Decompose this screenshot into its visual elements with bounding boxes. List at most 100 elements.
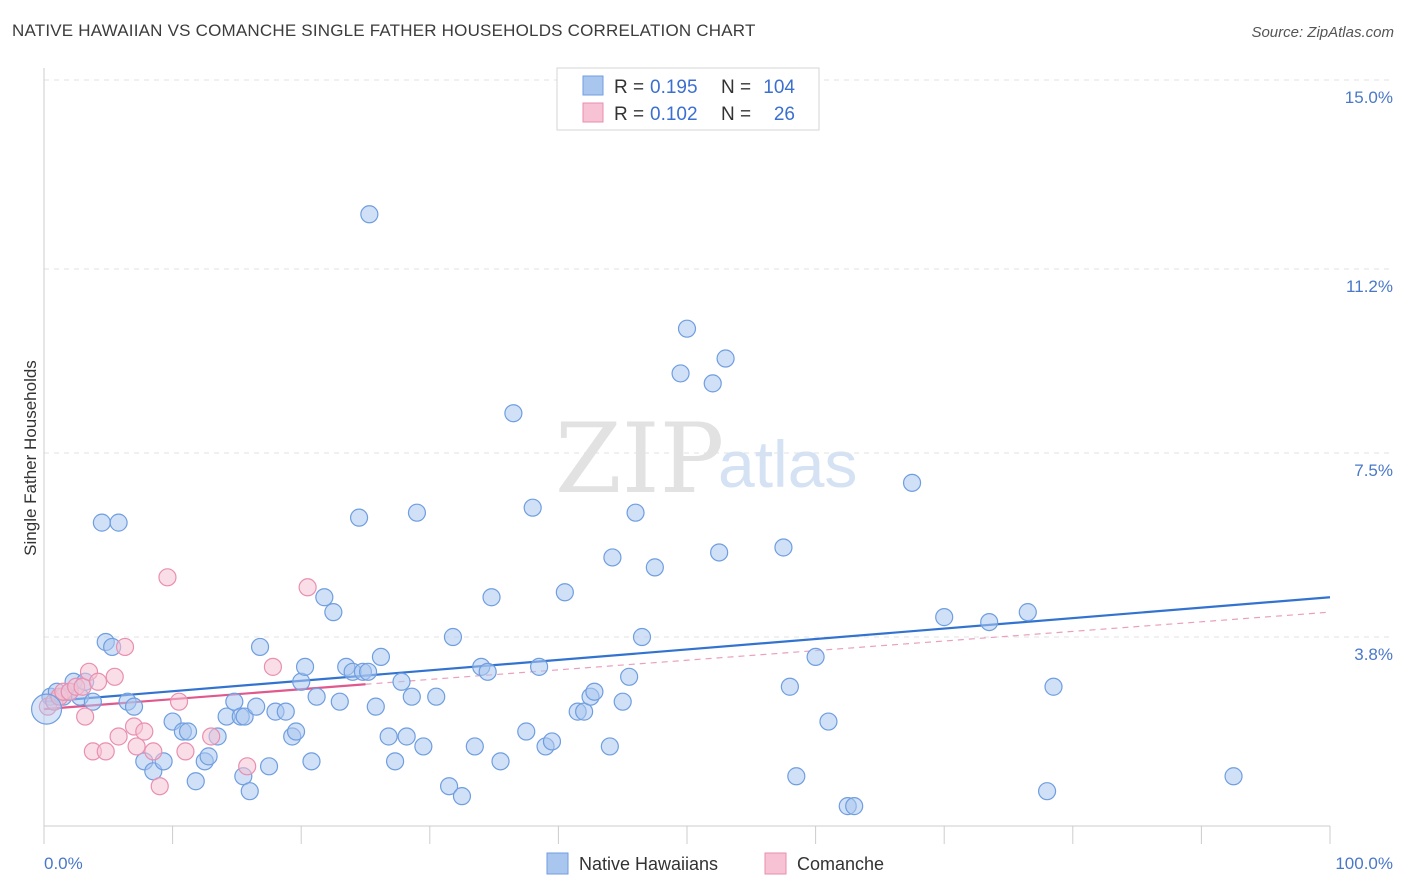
native-hawaiian-point [626,503,645,522]
series-legend: Native Hawaiians Comanche [546,852,884,875]
comanche-point [150,777,169,796]
native-hawaiian-point [671,364,690,383]
stats-legend: R = 0.195 N = 104 R = 0.102 N = 26 [556,67,820,131]
native-hawaiian-point [276,702,295,721]
series-legend-swatch-comanche [764,852,787,875]
native-hawaiian-point [703,374,722,393]
native-hawaiian-point [585,682,604,701]
native-hawaiian-point [787,767,806,786]
axes: 3.8% 7.5% 11.2% 15.0% 0.0% 100.0% [43,68,1393,873]
series-legend-comanche: Comanche [797,854,884,874]
native-hawaiian-point [482,588,501,607]
comanche-point [158,568,177,587]
native-hawaiian-point [523,498,542,517]
comanche-point [144,742,163,761]
comanche-point [76,707,95,726]
comanche-point [105,667,124,686]
comanche-trend-extension [365,611,1331,685]
native-hawaiian-point [286,722,306,741]
native-hawaiian-point [178,722,198,741]
native-hawaiian-point [92,513,111,532]
native-hawaiian-point [1037,782,1057,801]
native-hawaiian-point [632,627,652,647]
native-hawaiian-point [980,612,999,632]
native-hawaiian-point [414,737,433,756]
comanche-point [127,737,146,756]
legend-r-value-2: 0.102 [650,104,698,125]
native-hawaiian-point [379,727,398,746]
native-hawaiian-point [366,697,385,716]
native-hawaiian-point [613,692,632,711]
native-hawaiian-cluster-point [30,693,63,725]
native-hawaiian-point [517,722,536,741]
native-hawaiian-point [1044,677,1063,696]
native-hawaiian-point [250,637,270,657]
native-hawaiian-point [330,692,349,711]
native-hawaiian-point [620,667,639,686]
native-hawaiian-point [199,747,218,766]
native-hawaiian-point [542,732,562,751]
watermark-zip: ZIP [555,403,724,515]
trend-lines [43,596,1331,711]
native-hawaiian-point [186,772,205,791]
native-hawaiian-point [407,503,427,522]
native-hawaiian-point [716,349,735,368]
native-hawaiian-point [478,662,497,681]
native-hawaiian-point [452,787,472,806]
source-credit: Source: ZipAtlas.com [1251,24,1394,41]
native-hawaiian-point [600,737,619,756]
comanche-point [202,727,221,746]
native-hawaiian-point [645,558,664,577]
comanche-point [176,742,195,761]
y-tick-label: 15.0% [1345,88,1393,107]
y-tick-label: 11.2% [1346,277,1393,296]
comanche-point [238,757,257,776]
native-hawaiian-point [397,727,416,746]
native-hawaiian-point [465,737,484,756]
comanche-point [263,657,283,676]
comanche-point [96,742,115,761]
native-hawaiian-point [371,647,391,667]
y-tick-label: 7.5% [1354,461,1393,480]
native-hawaiian-point [247,697,266,716]
comanche-point [169,692,189,711]
comanche-point [298,578,317,597]
native-hawaiian-point [358,662,378,681]
comanche-point [135,722,154,741]
native-hawaiian-point [324,603,343,622]
native-hawaiian-point [677,319,697,338]
native-hawaiian-point [302,752,321,771]
native-hawaiian-point [402,687,421,706]
native-hawaiian-point [360,205,379,224]
native-hawaiian-point [902,473,922,492]
native-hawaiian-point [504,404,523,423]
native-hawaiian-point [603,548,622,567]
native-hawaiian-point [124,697,144,716]
comanche-point [115,637,135,657]
series-legend-native-hawaiians: Native Hawaiians [579,854,718,874]
native-hawaiian-point [806,647,825,667]
legend-r-value-1: 0.195 [650,77,698,98]
native-hawaiian-point [935,608,954,627]
series-legend-swatch-native-hawaiians [546,852,569,875]
legend-n-value-2: 26 [774,104,795,125]
native-hawaiian-point [491,752,510,771]
native-hawaiian-point [439,777,459,796]
native-hawaiian-point [292,672,311,691]
native-hawaiian-point [780,677,799,696]
native-hawaiian-point [392,672,411,691]
legend-swatch-native-hawaiians [582,75,604,96]
native-hawaiian-point [530,657,549,676]
native-hawaiian-point [83,692,102,711]
native-hawaiian-point [259,757,279,776]
x-tick-label-max: 100.0% [1335,854,1393,873]
native-hawaiian-point [774,538,793,557]
native-hawaiian-point [307,687,326,706]
legend-r-label-2: R = [614,104,644,125]
native-hawaiian-point [710,543,729,562]
native-hawaiian-point [385,752,405,771]
y-axis-label: Single Father Households [21,360,40,556]
x-tick-label-min: 0.0% [44,854,83,873]
legend-n-value-1: 104 [763,77,795,98]
native-hawaiian-point [427,687,446,706]
